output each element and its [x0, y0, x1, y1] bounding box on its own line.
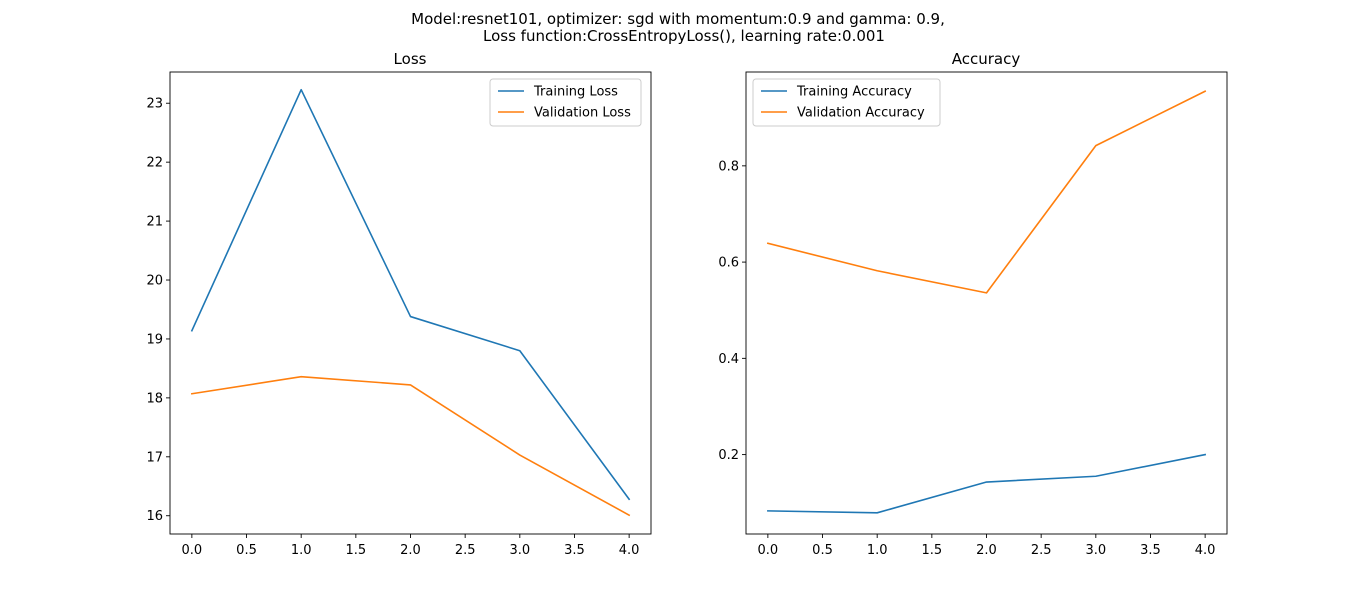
loss-x-tick-label: 3.5: [564, 543, 585, 558]
loss-x-tick-label: 2.5: [455, 543, 476, 558]
loss-legend: Training Loss Validation Loss: [489, 78, 642, 127]
accuracy-y-tick-label: 0.8: [718, 159, 739, 174]
loss-x-tick-label: 0.0: [182, 543, 203, 558]
loss-legend-frame: [489, 78, 642, 127]
accuracy-y-tick-label: 0.4: [718, 352, 739, 367]
loss-x-tick-label: 4.0: [619, 543, 640, 558]
loss-y-tick-label: 19: [146, 332, 163, 347]
accuracy-x-tick-label: 0.5: [812, 543, 833, 558]
loss-axes-frame: [169, 71, 652, 535]
loss-chart: Loss 0.0 0.5 1.0 1.5 2.0 2.5 3.0 3.5 4.0 16 17 18 19…: [146, 50, 652, 558]
figure-suptitle-line2: Loss function:CrossEntropyLoss(), learni…: [483, 27, 885, 45]
loss-series-line-1: [190, 375, 631, 517]
loss-x-tick-label: 1.5: [345, 543, 366, 558]
accuracy-chart: Accuracy 0.0 0.5 1.0 1.5 2.0 2.5 3.0 3.5 4.0 0.2 0…: [718, 50, 1228, 558]
loss-x-tick-label: 1.0: [291, 543, 312, 558]
loss-y-tick-label: 18: [146, 391, 163, 406]
accuracy-legend: Training Accuracy Validation Accuracy: [752, 78, 941, 127]
loss-series-line-0: [190, 88, 631, 501]
loss-y-tick-label: 23: [146, 97, 163, 112]
accuracy-x-tick-label: 1.0: [867, 543, 888, 558]
accuracy-x-tick-label: 0.0: [758, 543, 779, 558]
accuracy-x-tick-label: 3.5: [1140, 543, 1161, 558]
accuracy-series-line-0: [767, 453, 1207, 514]
loss-y-tick-label: 17: [146, 450, 163, 465]
accuracy-y-tick-label: 0.2: [718, 448, 739, 463]
accuracy-x-tick-label: 3.0: [1085, 543, 1106, 558]
accuracy-legend-label-0: Training Accuracy: [796, 85, 912, 100]
loss-chart-title: Loss: [394, 50, 427, 68]
accuracy-x-tick-label: 2.0: [976, 543, 997, 558]
accuracy-chart-title: Accuracy: [952, 50, 1021, 68]
loss-x-tick-label: 2.0: [400, 543, 421, 558]
loss-y-tick-label: 22: [146, 156, 163, 171]
accuracy-x-tick-label: 4.0: [1195, 543, 1216, 558]
accuracy-x-tick-label: 2.5: [1031, 543, 1052, 558]
loss-legend-label-1: Validation Loss: [534, 106, 631, 121]
loss-x-tick-label: 0.5: [236, 543, 257, 558]
loss-y-tick-label: 20: [146, 274, 163, 289]
accuracy-legend-label-1: Validation Accuracy: [797, 106, 925, 121]
accuracy-y-tick-label: 0.6: [718, 256, 739, 271]
accuracy-legend-frame: [752, 78, 941, 127]
loss-y-tick-label: 21: [146, 215, 163, 230]
loss-legend-label-0: Training Loss: [533, 85, 618, 100]
loss-x-tick-label: 3.0: [509, 543, 530, 558]
loss-y-tick-label: 16: [146, 509, 163, 524]
accuracy-x-tick-label: 1.5: [921, 543, 942, 558]
figure-suptitle-line1: Model:resnet101, optimizer: sgd with mom…: [411, 10, 945, 28]
